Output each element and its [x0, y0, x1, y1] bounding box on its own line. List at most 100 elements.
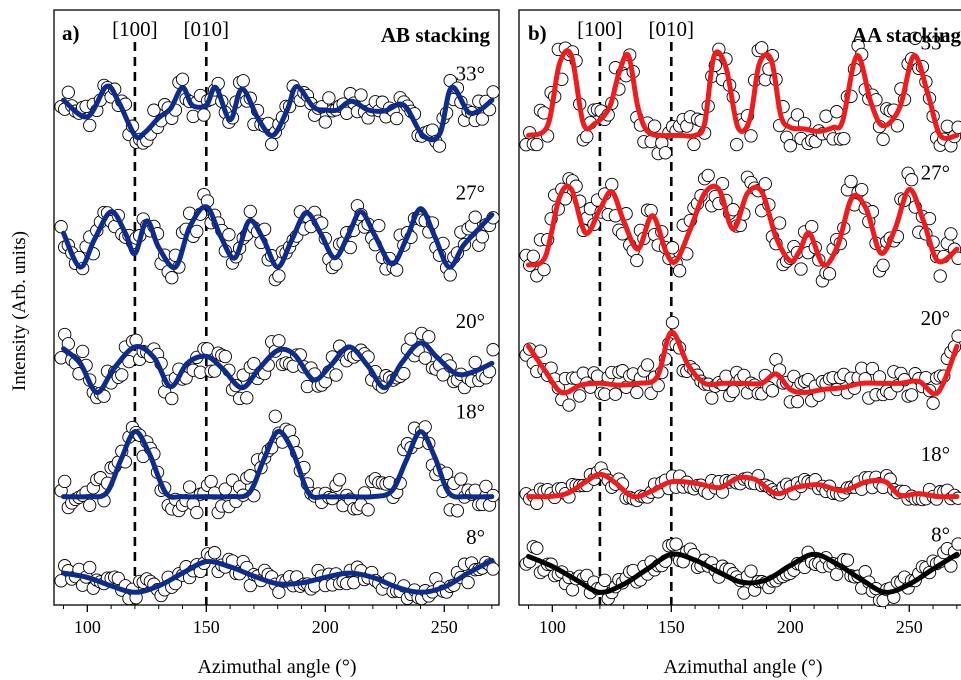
data-point	[951, 120, 961, 134]
data-point	[944, 227, 958, 241]
data-point	[165, 271, 179, 285]
data-point	[840, 553, 855, 567]
series-20°	[519, 315, 961, 412]
fit-curve	[61, 340, 495, 395]
data-point	[268, 409, 282, 423]
data-point	[705, 391, 719, 405]
data-point	[744, 129, 758, 143]
fit-curve	[61, 428, 495, 500]
series-27°	[54, 187, 500, 287]
series-33°	[519, 31, 961, 161]
twist-angle-label: 33°	[921, 31, 950, 55]
data-point	[687, 137, 701, 152]
data-point	[454, 472, 468, 486]
data-point	[573, 389, 587, 403]
reference-line-label-0: [100]	[577, 17, 623, 41]
panel-a-x-axis-label: Azimuthal angle (°)	[197, 656, 356, 678]
panel-b-x-axis-label: Azimuthal angle (°)	[663, 656, 822, 678]
data-point	[475, 230, 489, 244]
reference-line-label-0: [100]	[112, 17, 158, 41]
data-point	[240, 391, 254, 405]
x-tick-label-250: 250	[431, 617, 458, 637]
data-point	[332, 473, 347, 487]
data-point	[83, 118, 97, 133]
data-point	[562, 398, 576, 412]
data-point	[951, 329, 961, 343]
fit-curve	[526, 183, 960, 268]
series-8°	[54, 546, 500, 606]
data-point	[605, 177, 619, 192]
data-point	[647, 119, 662, 133]
data-point	[165, 391, 179, 406]
data-point	[608, 387, 623, 401]
data-point	[790, 394, 805, 409]
fit-curve	[61, 204, 495, 271]
data-point	[926, 396, 940, 410]
data-point	[794, 262, 808, 276]
twist-angle-label: 8°	[931, 523, 950, 547]
data-point	[837, 131, 851, 146]
data-point	[204, 474, 218, 489]
data-point	[908, 31, 922, 45]
data-point	[665, 315, 680, 330]
data-point	[147, 103, 161, 117]
data-point	[329, 368, 343, 382]
data-point	[726, 384, 740, 399]
series-20°	[54, 326, 500, 406]
data-point	[904, 388, 919, 402]
panel-b-plot-area: 100 150 200 250 [100] [010] 33° 27° 20° 18° 8°	[519, 17, 961, 637]
data-point	[182, 480, 197, 494]
data-point	[83, 560, 97, 575]
data-point	[475, 112, 489, 126]
data-point	[640, 358, 655, 372]
data-point	[432, 139, 447, 153]
data-point	[115, 368, 129, 382]
data-point	[390, 111, 404, 126]
panel-b-aa-stacking: 100 150 200 250[100] [010]33°27°20°18°8° b) …	[518, 9, 961, 678]
data-point	[486, 343, 500, 357]
data-point	[530, 137, 544, 152]
data-point	[951, 537, 961, 551]
data-point	[461, 575, 475, 590]
data-point	[175, 72, 190, 86]
panel-a-ab-stacking: 100 150 200 250[100] [010]33°27°20°18°8° a) …	[53, 9, 500, 678]
fit-curve	[526, 551, 960, 595]
data-point	[272, 585, 286, 599]
panel-a-title: AB stacking	[381, 23, 491, 47]
data-point	[197, 108, 211, 122]
panel-a-letter: a)	[62, 21, 80, 45]
data-point	[218, 349, 232, 364]
data-point	[790, 108, 805, 122]
data-point	[58, 474, 72, 489]
data-point	[486, 562, 500, 576]
data-point	[537, 262, 551, 277]
twist-angle-label: 33°	[456, 62, 485, 86]
fit-curve	[526, 329, 960, 397]
twist-angle-label: 20°	[921, 306, 950, 330]
data-point	[672, 264, 687, 278]
data-point	[318, 115, 332, 129]
twist-angle-label: 27°	[921, 160, 950, 184]
data-point	[236, 74, 250, 88]
data-point	[758, 177, 772, 191]
data-point	[272, 269, 286, 283]
data-point	[61, 85, 75, 99]
data-point	[83, 498, 97, 512]
data-point	[890, 119, 905, 133]
reference-line-label-1: [010]	[649, 17, 695, 41]
data-point	[844, 174, 858, 189]
reference-line-label-1: [010]	[184, 17, 230, 41]
data-point	[75, 344, 90, 359]
twist-angle-label: 8°	[466, 525, 485, 549]
data-point	[422, 330, 436, 344]
fit-curve	[61, 83, 495, 143]
data-point	[565, 583, 580, 597]
shared-y-axis-label: Intensity (Arb. units)	[9, 231, 30, 391]
series-18°	[519, 461, 961, 511]
data-point	[669, 537, 683, 551]
data-point	[272, 334, 286, 348]
data-point	[580, 129, 594, 144]
data-point	[658, 146, 673, 160]
data-point	[468, 210, 482, 224]
